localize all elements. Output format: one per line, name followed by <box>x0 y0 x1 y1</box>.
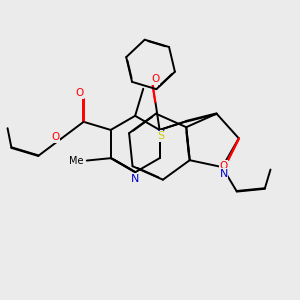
Text: S: S <box>158 131 165 142</box>
Text: O: O <box>151 74 160 85</box>
Text: O: O <box>51 132 59 142</box>
Text: N: N <box>131 174 139 184</box>
Text: O: O <box>220 161 228 171</box>
Text: Me: Me <box>69 156 84 166</box>
Text: N: N <box>220 169 228 178</box>
Text: N: N <box>157 130 165 140</box>
Text: O: O <box>75 88 83 98</box>
